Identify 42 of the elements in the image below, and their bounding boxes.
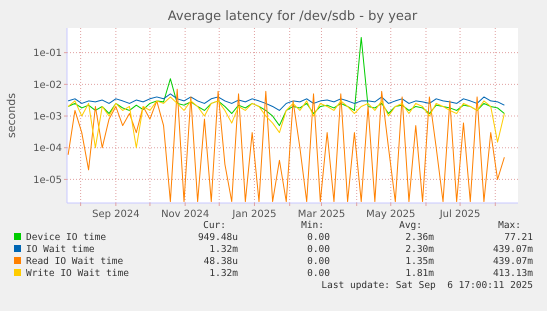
text: 439.07m [492,244,534,255]
y-tick-label: 1e-03 [33,112,62,123]
text: 1.81m [405,268,434,279]
text: 1.32m [209,268,238,279]
text: 2.36m [405,232,434,243]
line-series [68,37,505,126]
x-tick-label: Mar 2025 [298,209,346,220]
x-tick-label: Sep 2024 [92,209,140,220]
text: Avg: [399,220,422,231]
chart-title: Average latency for /dev/sdb - by year [168,9,418,24]
y-tick-label: 1e-05 [33,174,62,186]
text: 0.00 [307,244,330,255]
text: 77.21 [504,232,534,243]
legend-label: Read IO Wait time [26,256,124,267]
y-tick-label: 1e-01 [33,48,62,60]
line-series [68,96,505,148]
y-tick-label: 1e-02 [33,80,62,91]
text: Last update: Sat Sep 6 17:00:11 2025 [321,280,533,291]
text: 1.32m [209,244,238,255]
text: Max: [498,220,521,231]
x-tick-label: Jan 2025 [231,209,276,220]
text: 0.00 [307,256,330,267]
x-tick-label: Jul 2025 [438,209,480,220]
x-tick-label: Nov 2024 [161,209,210,220]
text: 48.38u [204,256,238,267]
text: Cur: [203,220,226,231]
line-series [68,88,505,202]
text: 1.35m [405,256,434,267]
text: 2.30m [405,244,434,255]
legend-label: Device IO time [26,232,106,243]
text: Min: [301,220,324,231]
legend-label: IO Wait time [26,244,95,255]
text: 413.13m [492,268,534,279]
legend-label: Write IO Wait time [26,268,130,279]
y-axis-title: seconds [5,92,18,138]
text: 949.48u [198,232,238,243]
y-tick-label: 1e-04 [33,143,62,154]
line-series [68,93,505,111]
text: 0.00 [307,232,330,243]
text: 439.07m [492,256,534,267]
text: 0.00 [307,268,330,279]
x-tick-label: May 2025 [366,209,416,220]
